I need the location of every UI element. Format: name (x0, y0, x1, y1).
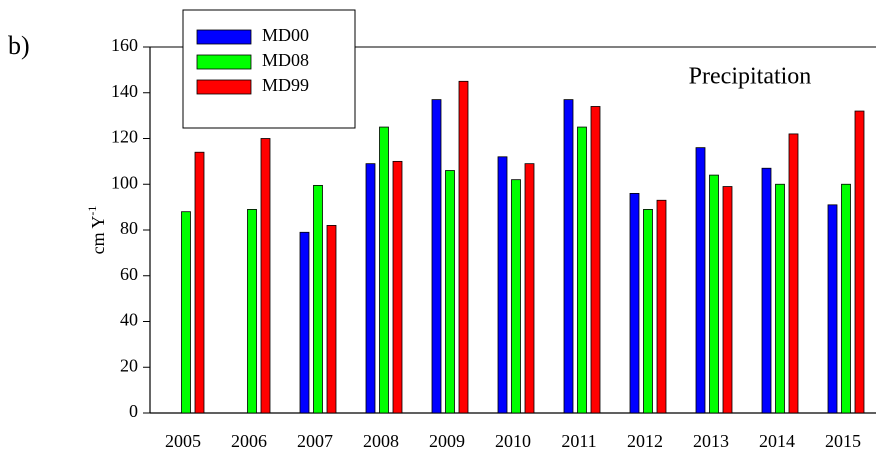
bar (709, 174, 719, 414)
bar (695, 147, 706, 414)
legend-label: MD00 (262, 25, 309, 45)
bar (656, 199, 667, 414)
bar (431, 99, 442, 414)
y-axis-label: cm Y-1 (85, 206, 108, 255)
bar (643, 209, 653, 414)
y-tick-label: 0 (129, 401, 138, 421)
bar (590, 106, 601, 414)
y-tick-label: 80 (120, 218, 138, 238)
y-tick-label: 100 (111, 172, 138, 192)
bar (299, 231, 310, 414)
x-tick-label: 2012 (627, 431, 663, 451)
bar (181, 211, 191, 414)
y-tick-label: 20 (120, 355, 138, 375)
legend-label: MD08 (262, 50, 309, 70)
x-tick-label: 2006 (231, 431, 267, 451)
x-tick-label: 2015 (825, 431, 861, 451)
x-tick-label: 2007 (297, 431, 333, 451)
x-tick-label: 2013 (693, 431, 729, 451)
bar (827, 204, 838, 414)
y-tick-label: 140 (111, 81, 138, 101)
bar (563, 99, 574, 414)
x-tick-label: 2010 (495, 431, 531, 451)
bar (761, 167, 772, 414)
bar (775, 183, 785, 414)
bar (326, 225, 337, 414)
x-tick-label: 2005 (165, 431, 201, 451)
panel-label: b) (8, 31, 30, 60)
bar (788, 133, 799, 414)
y-axis-label-text: cm Y (88, 216, 108, 255)
legend-swatch (196, 79, 252, 95)
legend-label: MD99 (262, 75, 309, 95)
bar (722, 186, 733, 414)
bar (313, 184, 323, 414)
bar (458, 80, 469, 414)
bar (247, 209, 257, 414)
y-axis-label-sup: -1 (85, 206, 99, 216)
bar (379, 126, 389, 414)
y-tick-label: 40 (120, 310, 138, 330)
bar (577, 126, 587, 414)
bar (854, 110, 865, 414)
bar (194, 151, 205, 414)
bar (524, 163, 535, 414)
x-tick-label: 2009 (429, 431, 465, 451)
x-tick-label: 2014 (759, 431, 795, 451)
y-tick-label: 60 (120, 264, 138, 284)
bar (511, 179, 521, 414)
x-tick-label: 2011 (561, 431, 596, 451)
x-tick-label: 2008 (363, 431, 399, 451)
bar (365, 163, 376, 414)
bar (445, 170, 455, 414)
legend-swatch (196, 54, 252, 70)
legend-swatch (196, 29, 252, 45)
y-tick-label: 120 (111, 127, 138, 147)
y-tick-label: 160 (111, 35, 138, 55)
bar (497, 156, 508, 414)
bar (841, 183, 851, 414)
bar (260, 138, 271, 414)
bar (392, 160, 403, 414)
bar (629, 192, 640, 414)
annotation: Precipitation (689, 64, 812, 90)
